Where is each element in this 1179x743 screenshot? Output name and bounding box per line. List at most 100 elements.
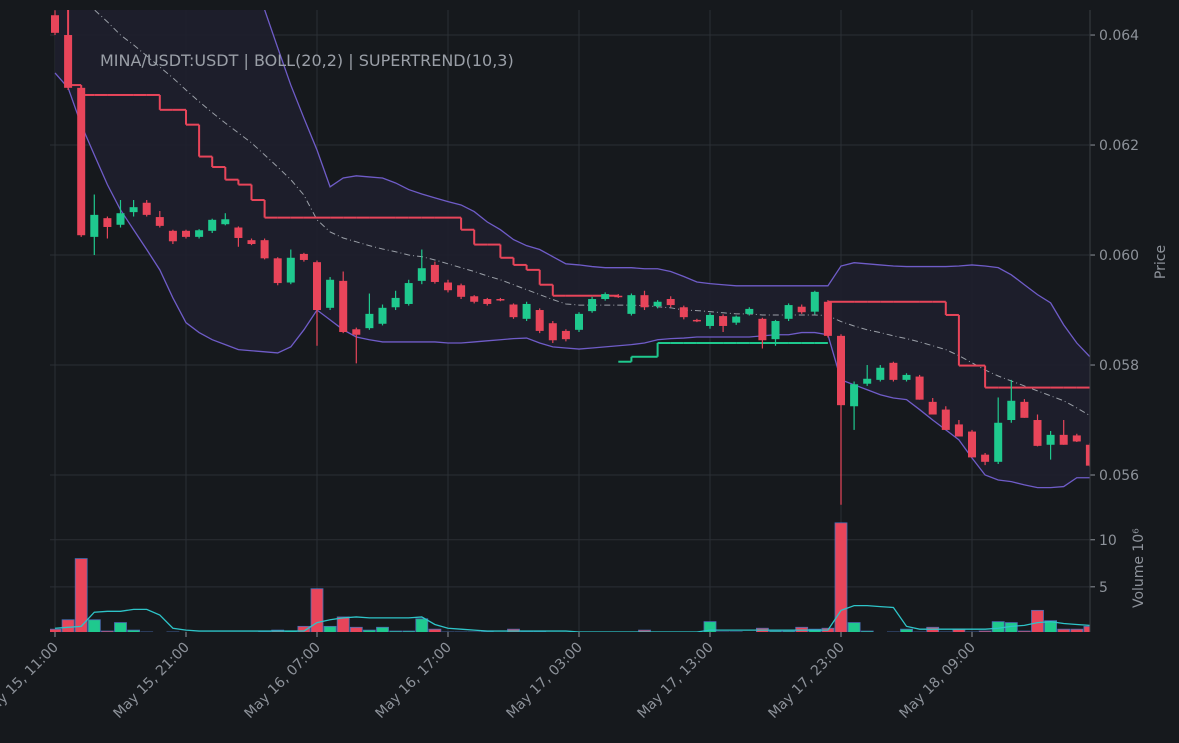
volume-bar bbox=[533, 631, 547, 632]
volume-bar bbox=[494, 633, 506, 634]
candle-body bbox=[496, 299, 505, 301]
volume-bar bbox=[625, 633, 637, 634]
candle-body bbox=[1059, 434, 1068, 445]
volume-bar bbox=[756, 627, 769, 632]
candle-body bbox=[234, 227, 243, 238]
candle-body bbox=[457, 285, 466, 297]
volume-bar bbox=[454, 631, 468, 632]
volume-bar bbox=[362, 629, 376, 632]
volume-bar bbox=[323, 625, 337, 632]
volume-bar bbox=[258, 631, 272, 632]
candle-body bbox=[889, 362, 898, 380]
candle-body bbox=[627, 295, 636, 314]
volume-bar bbox=[652, 633, 664, 634]
candle-body bbox=[928, 401, 937, 415]
candle-body bbox=[90, 214, 99, 237]
volume-panel bbox=[50, 522, 1090, 634]
candle-body bbox=[601, 294, 610, 300]
volume-bar bbox=[1018, 630, 1031, 632]
volume-bar bbox=[402, 630, 416, 632]
candle-body bbox=[129, 207, 138, 213]
volume-bar bbox=[665, 633, 677, 634]
candle-body bbox=[915, 376, 924, 400]
volume-axis-label: Volume bbox=[1131, 556, 1147, 608]
candle-body bbox=[994, 422, 1003, 462]
candle-body bbox=[575, 313, 583, 330]
volume-bar bbox=[691, 633, 703, 634]
volume-bar bbox=[887, 631, 900, 632]
candle-body bbox=[77, 87, 86, 236]
volume-bar bbox=[193, 633, 205, 634]
volume-bar bbox=[743, 633, 755, 634]
volume-bar bbox=[716, 631, 730, 632]
candle-body bbox=[640, 295, 649, 308]
candle-body bbox=[653, 301, 662, 307]
candle-body bbox=[522, 303, 531, 319]
candle-body bbox=[679, 307, 688, 318]
candle-body bbox=[299, 253, 308, 260]
volume-bar bbox=[415, 618, 429, 632]
candle-body bbox=[719, 316, 728, 326]
candle-body bbox=[666, 299, 675, 306]
volume-bar bbox=[246, 633, 258, 634]
candle-body bbox=[182, 230, 190, 237]
candle-body bbox=[1085, 444, 1090, 466]
volume-bar bbox=[1044, 620, 1057, 632]
volume-ma bbox=[54, 604, 1090, 632]
candle-body bbox=[535, 310, 544, 331]
y-tick-label: 0.062 bbox=[1099, 138, 1139, 154]
x-tick-label: May 17, 03:00 bbox=[503, 640, 585, 722]
volume-bar bbox=[586, 633, 598, 634]
x-tick-label: May 15, 11:00 bbox=[0, 640, 62, 722]
candle-body bbox=[260, 240, 269, 259]
volume-bar bbox=[1004, 622, 1018, 632]
candle-body bbox=[51, 15, 59, 33]
y-tick-label: 5 bbox=[1099, 580, 1108, 596]
x-tick-label: May 16, 17:00 bbox=[372, 640, 454, 722]
x-tick-label: May 16, 07:00 bbox=[241, 640, 323, 722]
volume-bar bbox=[467, 631, 481, 632]
x-tick-label: May 17, 23:00 bbox=[765, 640, 847, 722]
candle-body bbox=[588, 299, 597, 312]
volume-bar bbox=[677, 631, 691, 632]
candle-body bbox=[483, 299, 492, 304]
candle-body bbox=[352, 329, 361, 335]
volume-bar bbox=[834, 522, 848, 632]
y-tick-label: 0.056 bbox=[1099, 468, 1139, 484]
candle-body bbox=[273, 258, 282, 284]
bb-middle bbox=[93, 10, 1090, 417]
volume-bar bbox=[560, 633, 572, 634]
y-tick-label: 0.060 bbox=[1099, 248, 1139, 264]
candle-body bbox=[430, 264, 439, 282]
candle-body bbox=[981, 454, 990, 462]
volume-bar bbox=[599, 633, 611, 634]
candle-body bbox=[863, 378, 872, 384]
x-tick-label: May 15, 21:00 bbox=[110, 640, 192, 722]
volume-bar bbox=[769, 630, 782, 632]
volume-offset-label: 10⁶ bbox=[1131, 528, 1147, 552]
candle-body bbox=[1033, 420, 1042, 446]
candle-body bbox=[745, 308, 754, 314]
candle-body bbox=[954, 424, 963, 437]
volume-bar bbox=[219, 633, 231, 634]
candle-body bbox=[168, 230, 177, 242]
candle-body bbox=[221, 219, 230, 225]
volume-bar bbox=[336, 616, 350, 632]
volume-bar bbox=[612, 633, 624, 634]
volume-bar bbox=[926, 626, 940, 632]
candle-body bbox=[771, 321, 780, 340]
volume-bar bbox=[913, 631, 926, 632]
candle-body bbox=[313, 262, 321, 311]
volume-bar bbox=[154, 633, 166, 634]
volume-bar bbox=[480, 631, 494, 632]
volume-bar bbox=[310, 588, 324, 632]
x-tick-label: May 18, 09:00 bbox=[896, 640, 978, 722]
volume-bar bbox=[1070, 628, 1084, 632]
volume-bar bbox=[114, 622, 127, 632]
candle-body bbox=[195, 230, 204, 237]
candle-body bbox=[1020, 401, 1029, 418]
candle-body bbox=[1046, 434, 1055, 445]
candle-body bbox=[444, 282, 452, 291]
